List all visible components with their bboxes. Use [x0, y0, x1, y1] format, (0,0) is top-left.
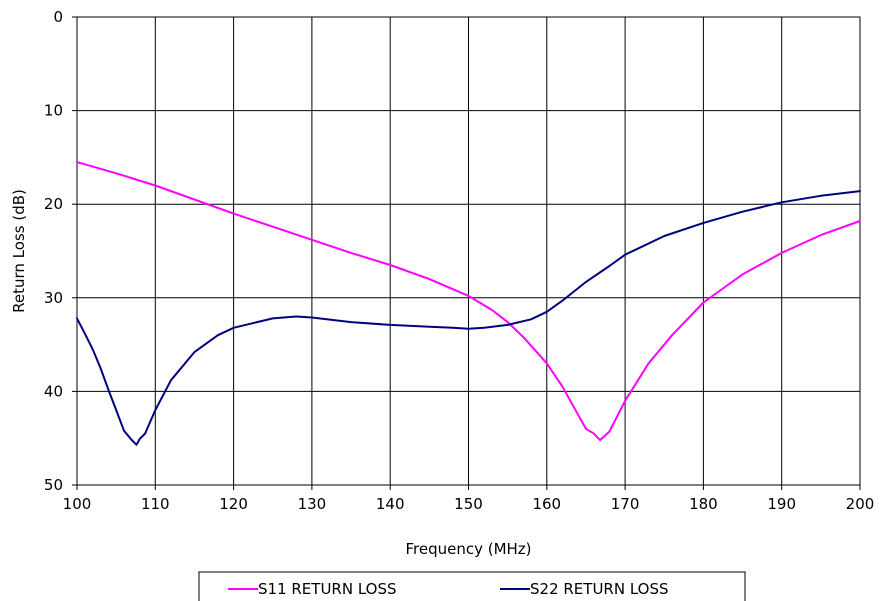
x-axis-title: Frequency (MHz) — [405, 540, 531, 558]
legend-box — [198, 571, 746, 601]
x-tick-label: 100 — [63, 495, 92, 513]
gridlines — [76, 16, 861, 486]
series-line-s11 — [76, 161, 861, 442]
x-tick-label: 190 — [767, 495, 796, 513]
y-tick-label: 40 — [44, 382, 63, 400]
legend-label-s11: S11 RETURN LOSS — [258, 580, 397, 598]
x-tick-label: 120 — [219, 495, 248, 513]
legend-label-s22: S22 RETURN LOSS — [530, 580, 669, 598]
x-tick-label: 140 — [376, 495, 405, 513]
x-tick-label: 180 — [689, 495, 718, 513]
x-tick-label: 160 — [532, 495, 561, 513]
x-tick-label: 200 — [846, 495, 875, 513]
y-axis-ticks: 0 10 20 30 40 50 — [44, 8, 77, 494]
x-tick-label: 130 — [298, 495, 327, 513]
series-layer — [76, 161, 861, 446]
y-tick-label: 30 — [44, 289, 63, 307]
y-tick-label: 20 — [44, 195, 63, 213]
x-tick-label: 110 — [141, 495, 170, 513]
x-axis-ticks: 100 110 120 130 140 150 160 170 180 190 200 — [63, 485, 875, 513]
series-line-s22 — [76, 190, 861, 446]
y-tick-label: 50 — [44, 476, 63, 494]
y-axis-title: Return Loss (dB) — [10, 189, 28, 313]
y-tick-label: 0 — [53, 8, 63, 26]
x-tick-label: 150 — [454, 495, 483, 513]
x-tick-label: 170 — [611, 495, 640, 513]
y-tick-label: 10 — [44, 102, 63, 120]
legend: S11 RETURN LOSS S22 RETURN LOSS — [198, 571, 746, 601]
